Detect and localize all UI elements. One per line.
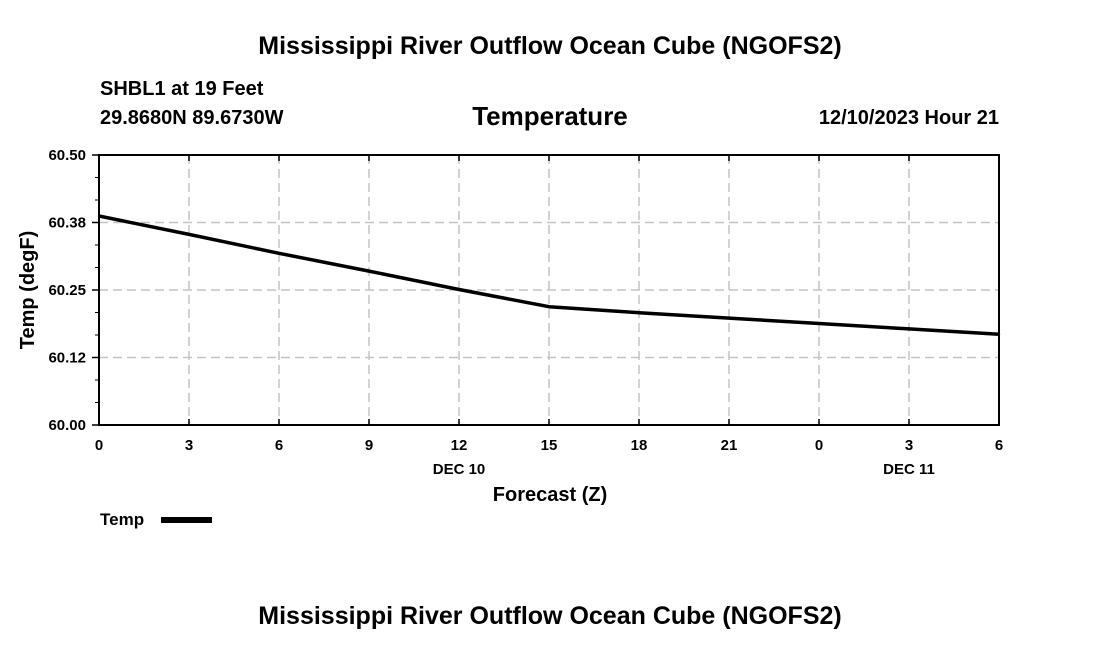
data-point [367, 269, 371, 273]
y-tick-label: 60.12 [48, 350, 86, 367]
data-point [97, 214, 101, 218]
variable-title: Temperature [472, 101, 628, 131]
x-tick-label: 18 [631, 437, 648, 454]
x-tick-label: 3 [185, 437, 193, 454]
x-axis-label: Forecast (Z) [493, 484, 607, 506]
y-tick-label: 60.50 [48, 147, 86, 164]
date-labels: DEC 10 DEC 11 [433, 461, 935, 478]
date-label: DEC 11 [883, 461, 935, 478]
x-tick-labels: 0 3 6 9 12 15 18 21 0 3 6 [95, 437, 1003, 454]
data-point [727, 316, 731, 320]
data-point [547, 305, 551, 308]
station-label: SHBL1 at 19 Feet [100, 78, 264, 100]
y-tick-label: 60.38 [48, 215, 86, 232]
plot-frame [98, 154, 1000, 426]
x-tick-label: 3 [905, 437, 913, 454]
data-point [457, 288, 461, 291]
data-point [277, 252, 281, 255]
x-tick-label: 6 [275, 437, 283, 454]
x-tick-label: 15 [541, 437, 558, 454]
data-point [907, 327, 911, 331]
footer-title: Mississippi River Outflow Ocean Cube (NG… [258, 602, 841, 630]
x-tick-label: 21 [721, 437, 738, 454]
x-tick-label: 0 [815, 437, 823, 454]
y-tick-labels: 60.00 60.12 60.25 60.38 60.50 [48, 147, 86, 434]
datetime-label: 12/10/2023 Hour 21 [819, 107, 999, 129]
date-label: DEC 10 [433, 461, 486, 478]
coordinates-label: 29.8680N 89.6730W [100, 107, 284, 129]
x-tick-label: 9 [365, 437, 373, 454]
data-point [997, 333, 1001, 336]
y-tick-label: 60.00 [48, 417, 86, 434]
series-layer [97, 214, 1001, 337]
data-point [637, 311, 641, 314]
y-tick-label: 60.25 [48, 282, 86, 299]
grid [99, 154, 999, 426]
data-point [817, 322, 821, 325]
x-tick-label: 0 [95, 437, 103, 454]
x-tick-label: 12 [451, 437, 468, 454]
legend-label: Temp [100, 510, 144, 529]
x-tick-label: 6 [995, 437, 1003, 454]
data-point [187, 233, 191, 236]
chart-title: Mississippi River Outflow Ocean Cube (NG… [258, 32, 841, 60]
y-axis-label: Temp (degF) [17, 231, 39, 350]
